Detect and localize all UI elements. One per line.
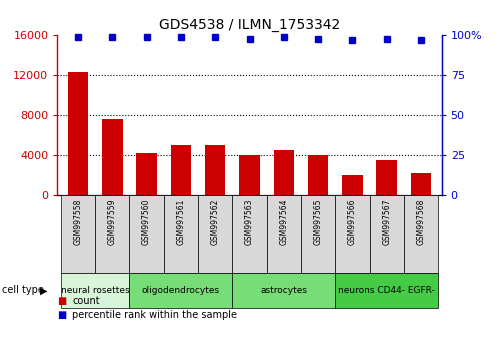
- Bar: [233, 273, 335, 308]
- Text: GSM997566: GSM997566: [348, 199, 357, 245]
- Text: GSM997564: GSM997564: [279, 199, 288, 245]
- Text: astrocytes: astrocytes: [260, 286, 307, 295]
- Text: GSM997561: GSM997561: [176, 199, 186, 245]
- Text: ■: ■: [57, 310, 67, 320]
- Text: percentile rank within the sample: percentile rank within the sample: [72, 310, 238, 320]
- Text: GSM997562: GSM997562: [211, 199, 220, 245]
- Bar: [273, 150, 294, 195]
- Bar: [233, 195, 266, 273]
- Bar: [411, 173, 431, 195]
- Bar: [136, 153, 157, 195]
- Text: GSM997558: GSM997558: [73, 199, 82, 245]
- Text: GSM997565: GSM997565: [313, 199, 323, 245]
- Bar: [198, 195, 233, 273]
- Bar: [61, 195, 95, 273]
- Title: GDS4538 / ILMN_1753342: GDS4538 / ILMN_1753342: [159, 18, 340, 32]
- Bar: [61, 273, 129, 308]
- Bar: [335, 195, 370, 273]
- Bar: [342, 175, 363, 195]
- Bar: [205, 145, 226, 195]
- Text: GSM997560: GSM997560: [142, 199, 151, 245]
- Bar: [301, 195, 335, 273]
- Bar: [129, 195, 164, 273]
- Text: GSM997563: GSM997563: [245, 199, 254, 245]
- Bar: [68, 72, 88, 195]
- Bar: [308, 155, 328, 195]
- Bar: [404, 195, 438, 273]
- Text: GSM997568: GSM997568: [417, 199, 426, 245]
- Text: neurons CD44- EGFR-: neurons CD44- EGFR-: [338, 286, 435, 295]
- Bar: [129, 273, 233, 308]
- Bar: [239, 155, 260, 195]
- Bar: [171, 145, 191, 195]
- Text: ■: ■: [57, 296, 67, 306]
- Bar: [164, 195, 198, 273]
- Bar: [102, 119, 123, 195]
- Text: GSM997567: GSM997567: [382, 199, 391, 245]
- Text: ▶: ▶: [40, 285, 47, 295]
- Text: count: count: [72, 296, 100, 306]
- Text: GSM997559: GSM997559: [108, 199, 117, 245]
- Text: oligodendrocytes: oligodendrocytes: [142, 286, 220, 295]
- Bar: [95, 195, 129, 273]
- Bar: [376, 160, 397, 195]
- Bar: [266, 195, 301, 273]
- Bar: [370, 195, 404, 273]
- Text: cell type: cell type: [2, 285, 44, 295]
- Text: neural rosettes: neural rosettes: [61, 286, 129, 295]
- Bar: [335, 273, 438, 308]
